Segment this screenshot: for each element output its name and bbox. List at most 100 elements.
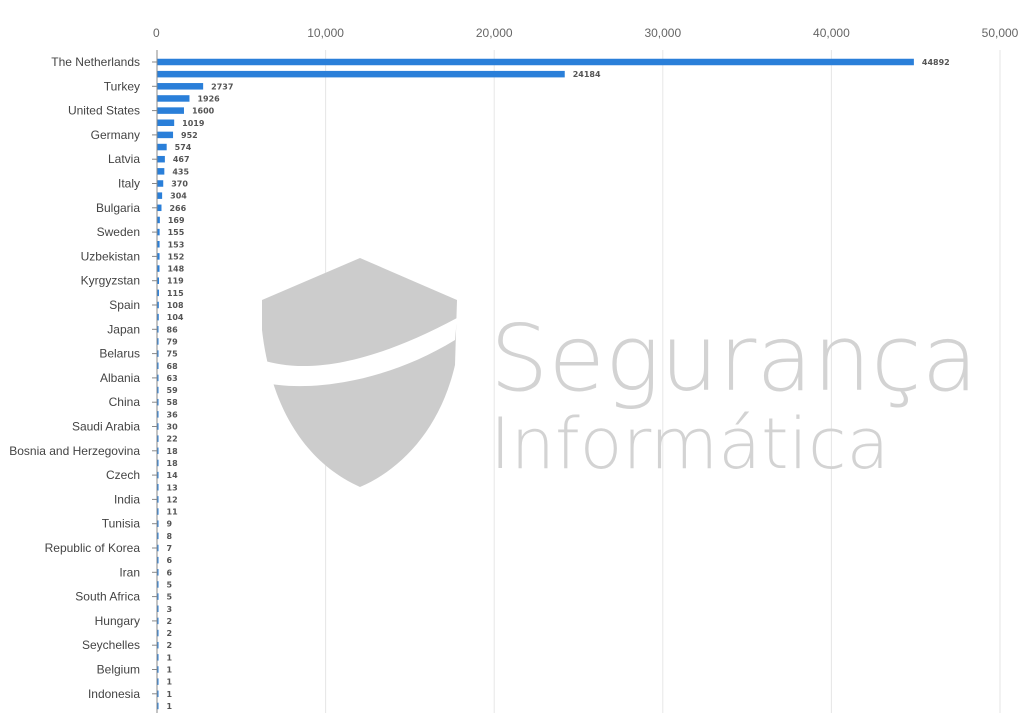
bar (157, 120, 174, 127)
category-label: Turkey (104, 79, 140, 93)
data-label: 63 (167, 374, 178, 383)
data-label: 9 (167, 520, 173, 529)
data-label: 2 (167, 629, 173, 638)
data-label: 8 (167, 532, 173, 541)
category-label: The Netherlands (51, 55, 140, 69)
data-label: 68 (167, 362, 179, 371)
data-label: 148 (167, 265, 184, 274)
category-label: Belgium (97, 663, 140, 677)
category-label: Bosnia and Herzegovina (9, 444, 140, 458)
bar (157, 180, 163, 187)
data-label: 952 (181, 131, 198, 140)
bar (157, 144, 167, 151)
data-label: 467 (173, 155, 190, 164)
watermark-line-1: Segurança (490, 305, 978, 412)
data-label: 152 (168, 252, 185, 261)
data-label: 2 (167, 617, 173, 626)
data-label: 36 (167, 410, 179, 419)
category-label: Kyrgyzstan (81, 274, 140, 288)
category-label: Albania (100, 371, 140, 385)
x-tick-label: 10,000 (307, 26, 344, 40)
bar (157, 132, 173, 139)
data-label: 22 (167, 435, 178, 444)
x-tick-label: 0 (153, 26, 160, 40)
category-label: Republic of Korea (45, 541, 141, 555)
data-label: 12 (167, 495, 178, 504)
data-label: 6 (167, 568, 173, 577)
bar (157, 168, 164, 175)
data-label: 266 (169, 204, 186, 213)
category-label: Sweden (97, 225, 140, 239)
data-label: 86 (167, 325, 179, 334)
data-label: 44892 (922, 58, 950, 67)
data-label: 169 (168, 216, 185, 225)
category-label: South Africa (75, 590, 140, 604)
data-label: 3 (167, 605, 173, 614)
category-label: Seychelles (82, 638, 140, 652)
category-label: Japan (107, 322, 140, 336)
data-label: 1 (167, 702, 173, 711)
category-label: India (114, 492, 140, 506)
category-label: Latvia (108, 152, 140, 166)
data-label: 79 (167, 337, 179, 346)
bar (157, 192, 162, 199)
bar (157, 71, 565, 78)
bar (157, 156, 165, 163)
data-label: 1 (167, 653, 173, 662)
data-label: 119 (167, 277, 184, 286)
data-label: 2737 (211, 82, 233, 91)
data-label: 58 (167, 398, 179, 407)
category-label: Germany (91, 128, 140, 142)
data-label: 6 (167, 556, 173, 565)
data-label: 5 (167, 593, 173, 602)
category-label: Iran (119, 565, 140, 579)
category-labels: The Netherlands Turkey United States German… (9, 55, 157, 701)
x-tick-label: 40,000 (813, 26, 850, 40)
data-label: 13 (167, 483, 178, 492)
bar (157, 83, 203, 90)
x-tick-label: 30,000 (644, 26, 681, 40)
data-label: 104 (167, 313, 184, 322)
category-label: Saudi Arabia (72, 420, 140, 434)
category-label: Spain (109, 298, 140, 312)
x-tick-label: 20,000 (476, 26, 513, 40)
category-label: Czech (106, 468, 140, 482)
category-label: Belarus (99, 347, 140, 361)
data-label: 18 (167, 447, 179, 456)
data-label: 24184 (573, 70, 601, 79)
data-label: 75 (167, 350, 179, 359)
data-label: 304 (170, 192, 187, 201)
category-label: China (109, 395, 141, 409)
data-label: 14 (167, 471, 179, 480)
data-label: 1 (167, 678, 173, 687)
data-label: 115 (167, 289, 184, 298)
data-label: 30 (167, 423, 179, 432)
data-label: 153 (168, 240, 185, 249)
watermark-line-2: Informática (490, 403, 889, 485)
data-label: 18 (167, 459, 179, 468)
bar (157, 59, 914, 66)
data-label: 435 (172, 167, 189, 176)
category-label: Italy (118, 177, 140, 191)
data-label: 1 (167, 690, 173, 699)
x-axis-ticks: 0 10,000 20,000 30,000 40,000 50,000 (153, 26, 1019, 40)
bar (157, 95, 189, 102)
data-label: 11 (167, 508, 179, 517)
data-label: 2 (167, 641, 173, 650)
category-label: Bulgaria (96, 201, 140, 215)
category-label: United States (68, 104, 140, 118)
data-label: 59 (167, 386, 179, 395)
data-label: 370 (171, 180, 188, 189)
watermark: Segurança Informática (262, 258, 978, 487)
data-label: 108 (167, 301, 184, 310)
bar (157, 107, 184, 114)
bar (157, 205, 161, 212)
data-label: 5 (167, 580, 173, 589)
data-label: 1926 (197, 94, 220, 103)
data-label: 574 (175, 143, 192, 152)
data-label: 1600 (192, 107, 215, 116)
category-label: Indonesia (88, 687, 140, 701)
category-label: Hungary (95, 614, 140, 628)
data-label: 7 (167, 544, 173, 553)
